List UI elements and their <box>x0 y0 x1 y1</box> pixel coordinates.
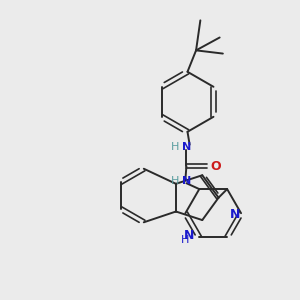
Text: H: H <box>181 235 189 245</box>
Text: N: N <box>184 229 194 242</box>
Text: H: H <box>171 142 179 152</box>
Text: N: N <box>182 142 191 152</box>
Text: O: O <box>210 160 220 172</box>
Text: H: H <box>171 176 179 186</box>
Text: N: N <box>182 176 191 186</box>
Text: N: N <box>230 208 240 221</box>
